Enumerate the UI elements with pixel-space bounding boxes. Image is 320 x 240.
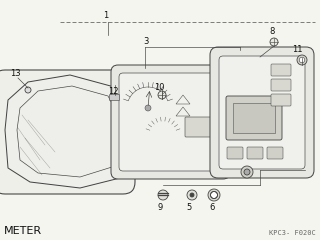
Text: 3: 3 xyxy=(143,36,149,46)
Text: 12: 12 xyxy=(108,86,118,96)
Text: METER: METER xyxy=(4,226,42,236)
FancyBboxPatch shape xyxy=(219,56,305,169)
Circle shape xyxy=(158,91,166,99)
Circle shape xyxy=(270,38,278,46)
Circle shape xyxy=(190,193,194,197)
FancyBboxPatch shape xyxy=(111,65,230,179)
Circle shape xyxy=(241,166,253,178)
FancyBboxPatch shape xyxy=(210,47,314,178)
Text: KPC3- F020C: KPC3- F020C xyxy=(269,230,316,236)
Circle shape xyxy=(299,57,305,63)
FancyBboxPatch shape xyxy=(233,103,275,133)
Circle shape xyxy=(208,189,220,201)
Text: 9: 9 xyxy=(157,204,163,212)
Circle shape xyxy=(127,132,133,138)
Circle shape xyxy=(115,89,121,95)
FancyBboxPatch shape xyxy=(0,70,135,194)
Circle shape xyxy=(187,190,197,200)
Circle shape xyxy=(145,105,151,111)
FancyBboxPatch shape xyxy=(271,79,291,91)
FancyBboxPatch shape xyxy=(119,73,222,171)
Circle shape xyxy=(297,55,307,65)
FancyBboxPatch shape xyxy=(247,147,263,159)
Text: 6: 6 xyxy=(209,204,215,212)
FancyBboxPatch shape xyxy=(226,96,282,140)
FancyBboxPatch shape xyxy=(271,94,291,106)
Circle shape xyxy=(244,169,250,175)
Text: 11: 11 xyxy=(292,46,302,54)
Polygon shape xyxy=(5,75,135,188)
FancyBboxPatch shape xyxy=(185,117,212,137)
Text: 13: 13 xyxy=(10,68,20,78)
Text: 5: 5 xyxy=(186,204,192,212)
FancyBboxPatch shape xyxy=(227,147,243,159)
FancyBboxPatch shape xyxy=(271,64,291,76)
Text: 8: 8 xyxy=(269,26,275,36)
Circle shape xyxy=(211,192,218,198)
Text: 1: 1 xyxy=(103,12,108,20)
Circle shape xyxy=(25,87,31,93)
Text: 10: 10 xyxy=(154,83,164,91)
FancyBboxPatch shape xyxy=(109,95,119,101)
FancyBboxPatch shape xyxy=(267,147,283,159)
Circle shape xyxy=(158,190,168,200)
